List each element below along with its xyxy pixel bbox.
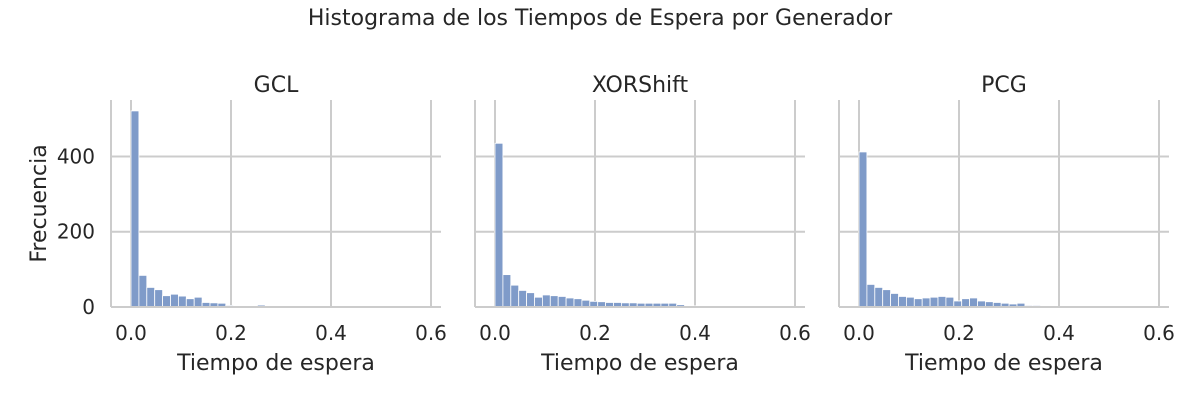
histogram-bar [542,294,551,308]
histogram-bar [534,296,543,308]
y-tick-label: 400 [57,144,95,168]
histogram-bar [565,297,575,308]
panel-title: XORShift [592,73,689,98]
x-tick-label: 0.0 [115,321,147,345]
histogram-bar [557,296,567,308]
x-axis-label: Tiempo de espera [176,351,375,376]
x-tick-label: 0.6 [779,321,811,345]
histogram-bar [874,287,884,308]
histogram-bar [177,295,187,308]
chart-title: Histograma de los Tiempos de Espera por … [308,6,893,31]
histogram-bar [494,142,504,308]
x-tick-label: 0.4 [679,321,711,345]
x-tick-label: 0.6 [415,321,447,345]
x-axis-label: Tiempo de espera [540,351,739,376]
histogram-bar [866,284,876,308]
histogram-bar [162,295,171,308]
histogram-bar [937,296,947,308]
x-tick-label: 0.4 [315,321,347,345]
histogram-bar [193,296,203,308]
x-tick-label: 0.2 [943,321,975,345]
histogram-bar [518,290,528,308]
histogram-bar [945,296,955,308]
histogram-bar [882,289,892,308]
histogram-bar [154,289,163,308]
histogram-bar [146,287,156,308]
histogram-bar [549,295,559,308]
histogram-bar [921,297,931,308]
x-tick-label: 0.6 [1143,321,1175,345]
histogram-bar [929,296,939,308]
x-axis-label: Tiempo de espera [904,351,1103,376]
histogram-bar [913,298,923,308]
histogram-bar [138,274,148,308]
histogram-bar [510,284,520,308]
histogram-bar [502,274,512,308]
panel-title: PCG [981,73,1027,98]
y-axis-label: Frecuencia [27,144,52,262]
y-tick-label: 200 [57,220,95,244]
histogram-bar [573,298,583,308]
histogram-bar [858,151,868,308]
histogram-bar [906,296,915,308]
histogram-bar [170,293,179,308]
histogram-bar [961,298,971,308]
x-tick-label: 0.0 [479,321,511,345]
x-tick-label: 0.0 [843,321,875,345]
histogram-bar [969,297,978,308]
y-tick-label: 0 [82,295,95,319]
panel-title: GCL [254,73,299,98]
histogram-bar [130,110,140,308]
histogram-bar [898,296,907,308]
x-tick-label: 0.4 [1043,321,1075,345]
histogram-bar [526,292,535,308]
histogram-bar [581,299,591,308]
panel-gcl: GCL 0.0 0.2 0.4 0.6 0 200 400 Tiempo de espera Fr… [27,73,447,376]
x-tick-label: 0.2 [215,321,247,345]
panel-xorshift: XORShift 0.0 0.2 0.4 0.6 Tiempo de espera [474,73,811,376]
x-tick-label: 0.2 [579,321,611,345]
histogram-bar [185,298,195,308]
histogram-bar [890,293,899,308]
panel-pcg: PCG 0.0 0.2 0.4 0.6 Tiempo de espera [838,73,1175,376]
